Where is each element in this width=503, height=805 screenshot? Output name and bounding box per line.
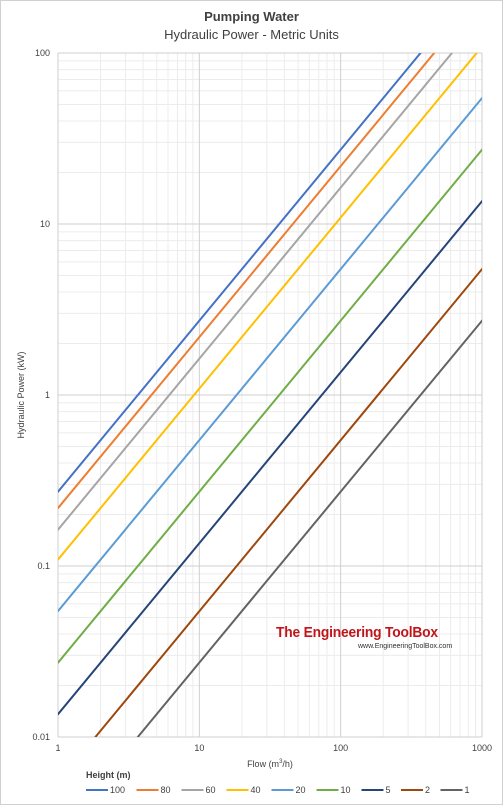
y-axis-ticks: 0.01 0.1 1 10 100	[32, 48, 50, 742]
series-line-20	[58, 97, 482, 613]
chart-subtitle: Hydraulic Power - Metric Units	[164, 27, 339, 42]
y-axis-title: Hydraulic Power (kW)	[16, 351, 26, 438]
chart-title: Pumping Water	[204, 9, 299, 24]
series-line-60	[58, 53, 453, 531]
legend-label-100: 100	[110, 785, 125, 795]
x-tick-label: 100	[333, 743, 348, 753]
series-line-100	[58, 53, 422, 493]
y-tick-label: 0.1	[37, 561, 50, 571]
y-tick-label: 0.01	[32, 732, 50, 742]
legend-label-10: 10	[341, 785, 351, 795]
legend-label-20: 20	[296, 785, 306, 795]
chart-grid	[57, 52, 483, 738]
x-axis-title-base: Flow (m	[247, 759, 279, 769]
x-axis-title-tail: /h)	[282, 759, 293, 769]
x-tick-label: 10	[194, 743, 204, 753]
chart-series-lines	[58, 53, 482, 737]
legend-label-2: 2	[425, 785, 430, 795]
series-line-1	[136, 319, 482, 737]
x-axis-ticks: 1 10 100 1000	[55, 743, 492, 753]
legend-label-1: 1	[465, 785, 470, 795]
y-tick-label: 100	[35, 48, 50, 58]
series-line-40	[58, 53, 478, 561]
legend-label-80: 80	[161, 785, 171, 795]
series-line-10	[58, 148, 482, 664]
legend-label-5: 5	[386, 785, 391, 795]
x-axis-title: Flow (m3/h)	[247, 759, 293, 769]
y-tick-label: 10	[40, 219, 50, 229]
series-line-80	[58, 53, 436, 510]
series-line-5	[58, 200, 482, 716]
engineering-toolbox-logo: The Engineering ToolBox	[276, 624, 438, 641]
legend-title: Height (m)	[86, 770, 131, 780]
series-line-2	[94, 268, 482, 737]
legend: 100 80 60 40 20 10 5 2 1	[86, 785, 470, 795]
engineering-toolbox-url: www.EngineeringToolBox.com	[358, 643, 453, 650]
x-axis-title-superscript: 3	[279, 759, 283, 765]
legend-label-40: 40	[251, 785, 261, 795]
x-tick-label: 1	[55, 743, 60, 753]
x-tick-label: 1000	[472, 743, 492, 753]
legend-label-60: 60	[206, 785, 216, 795]
y-tick-label: 1	[45, 390, 50, 400]
